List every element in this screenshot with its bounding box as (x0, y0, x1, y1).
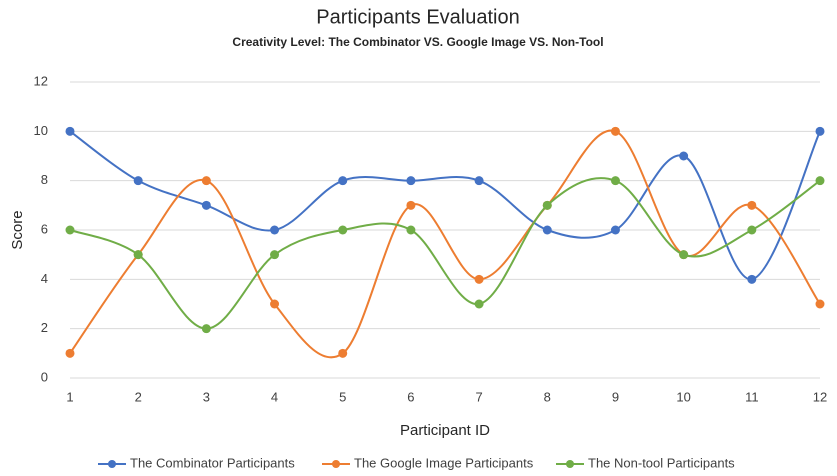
x-tick-label: 9 (612, 389, 619, 404)
point (65, 348, 75, 358)
point (338, 176, 348, 186)
x-tick-label: 2 (135, 389, 142, 404)
point (815, 176, 825, 186)
y-tick-label: 2 (41, 320, 48, 335)
legend-label: The Google Image Participants (354, 455, 534, 470)
series-line (69, 177, 821, 330)
point (65, 126, 75, 136)
x-tick-label: 6 (407, 389, 414, 404)
y-tick-label: 6 (41, 221, 48, 236)
y-tick-label: 0 (41, 369, 48, 384)
point (406, 200, 416, 210)
point (474, 176, 484, 186)
point (610, 126, 620, 136)
point (747, 274, 757, 284)
x-tick-label: 10 (676, 389, 690, 404)
legend-dot (566, 460, 574, 468)
legend-dot (108, 460, 116, 468)
x-tick-label: 1 (66, 389, 73, 404)
point (815, 299, 825, 309)
x-tick-label: 8 (544, 389, 551, 404)
point (133, 176, 143, 186)
point (406, 176, 416, 186)
point (815, 126, 825, 136)
x-tick-label: 11 (745, 389, 759, 404)
x-tick-label: 4 (271, 389, 278, 404)
point (201, 176, 211, 186)
point (747, 200, 757, 210)
point (270, 250, 280, 260)
point (610, 176, 620, 186)
point (474, 299, 484, 309)
x-axis-title: Participant ID (400, 422, 490, 439)
point (474, 274, 484, 284)
point (65, 225, 75, 235)
x-tick-label: 7 (475, 389, 482, 404)
x-tick-label: 5 (339, 389, 346, 404)
legend-label: The Combinator Participants (130, 455, 295, 470)
series-line (69, 129, 821, 359)
point (679, 151, 689, 161)
point (338, 348, 348, 358)
chart-subtitle: Creativity Level: The Combinator VS. Goo… (232, 35, 603, 49)
point (406, 225, 416, 235)
y-tick-label: 4 (41, 271, 48, 286)
y-tick-label: 12 (34, 73, 48, 88)
series-line (69, 130, 821, 281)
point (542, 200, 552, 210)
y-axis-title: Score (9, 210, 26, 249)
legend-dot (332, 460, 340, 468)
legend-label: The Non-tool Participants (588, 455, 735, 470)
point (201, 200, 211, 210)
point (338, 225, 348, 235)
point (747, 225, 757, 235)
chart-title: Participants Evaluation (316, 6, 519, 28)
x-tick-label: 12 (813, 389, 827, 404)
point (610, 225, 620, 235)
point (270, 225, 280, 235)
y-tick-label: 8 (41, 172, 48, 187)
point (679, 250, 689, 260)
point (201, 324, 211, 334)
point (270, 299, 280, 309)
point (133, 250, 143, 260)
y-tick-label: 10 (34, 123, 48, 138)
point (542, 225, 552, 235)
x-tick-label: 3 (203, 389, 210, 404)
